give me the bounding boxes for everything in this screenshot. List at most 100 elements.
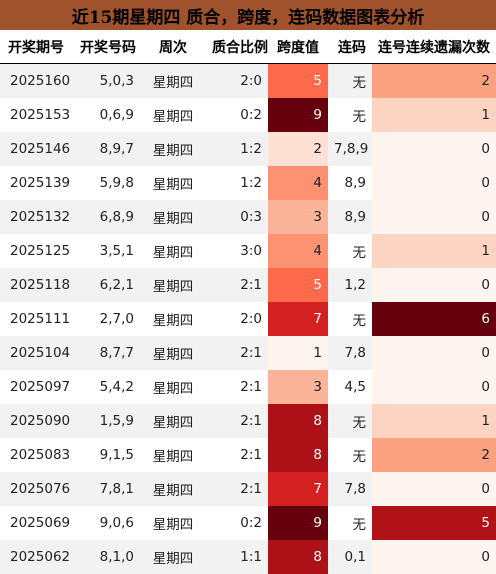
miss-cell: 0 xyxy=(372,268,496,302)
miss-cell: 6 xyxy=(372,302,496,336)
miss-cell: 0 xyxy=(372,200,496,234)
table-row: 2025153 0,6,9 星期四 0:2 9 无 1 xyxy=(0,98,496,132)
week-cell: 星期四 xyxy=(140,302,206,336)
numbers-cell: 9,1,5 xyxy=(74,438,140,472)
table-row: 2025132 6,8,9 星期四 0:3 3 8,9 0 xyxy=(0,200,496,234)
consec-cell: 无 xyxy=(328,404,372,438)
week-cell: 星期四 xyxy=(140,506,206,540)
table-row: 2025069 9,0,6 星期四 0:2 9 无 5 xyxy=(0,506,496,540)
ratio-cell: 1:2 xyxy=(206,132,268,166)
ratio-cell: 2:1 xyxy=(206,438,268,472)
span-cell: 4 xyxy=(268,234,328,268)
numbers-cell: 7,8,1 xyxy=(74,472,140,506)
miss-cell: 0 xyxy=(372,540,496,574)
column-header-span: 跨度值 xyxy=(268,30,328,64)
page-title: 近15期星期四 质合，跨度，连码数据图表分析 xyxy=(0,0,496,30)
ratio-cell: 1:2 xyxy=(206,166,268,200)
issue-cell: 2025083 xyxy=(0,438,74,472)
column-header-week: 周次 xyxy=(140,30,206,64)
week-cell: 星期四 xyxy=(140,166,206,200)
consec-cell: 无 xyxy=(328,438,372,472)
span-cell: 5 xyxy=(268,63,328,98)
issue-cell: 2025139 xyxy=(0,166,74,200)
span-cell: 3 xyxy=(268,370,328,404)
numbers-cell: 0,6,9 xyxy=(74,98,140,132)
span-cell: 8 xyxy=(268,438,328,472)
consec-cell: 1,2 xyxy=(328,268,372,302)
column-header-consec: 连码 xyxy=(328,30,372,64)
span-cell: 7 xyxy=(268,472,328,506)
consec-cell: 无 xyxy=(328,302,372,336)
ratio-cell: 2:0 xyxy=(206,302,268,336)
table-row: 2025125 3,5,1 星期四 3:0 4 无 1 xyxy=(0,234,496,268)
miss-cell: 0 xyxy=(372,166,496,200)
numbers-cell: 5,0,3 xyxy=(74,63,140,98)
miss-cell: 0 xyxy=(372,370,496,404)
consec-cell: 无 xyxy=(328,63,372,98)
numbers-cell: 8,1,0 xyxy=(74,540,140,574)
numbers-cell: 5,4,2 xyxy=(74,370,140,404)
consec-cell: 7,8 xyxy=(328,472,372,506)
numbers-cell: 6,8,9 xyxy=(74,200,140,234)
span-cell: 3 xyxy=(268,200,328,234)
numbers-cell: 3,5,1 xyxy=(74,234,140,268)
span-cell: 9 xyxy=(268,506,328,540)
issue-cell: 2025076 xyxy=(0,472,74,506)
week-cell: 星期四 xyxy=(140,234,206,268)
column-header-miss: 连号连续遗漏次数 xyxy=(372,30,496,64)
consec-cell: 无 xyxy=(328,234,372,268)
consec-cell: 4,5 xyxy=(328,370,372,404)
consec-cell: 8,9 xyxy=(328,166,372,200)
ratio-cell: 2:1 xyxy=(206,472,268,506)
week-cell: 星期四 xyxy=(140,438,206,472)
week-cell: 星期四 xyxy=(140,98,206,132)
issue-cell: 2025111 xyxy=(0,302,74,336)
table-row: 2025139 5,9,8 星期四 1:2 4 8,9 0 xyxy=(0,166,496,200)
numbers-cell: 5,9,8 xyxy=(74,166,140,200)
week-cell: 星期四 xyxy=(140,200,206,234)
week-cell: 星期四 xyxy=(140,404,206,438)
table-body: 2025160 5,0,3 星期四 2:0 5 无 2 2025153 0,6,9 星期四 0:2 9… xyxy=(0,63,496,574)
numbers-cell: 6,2,1 xyxy=(74,268,140,302)
span-cell: 7 xyxy=(268,302,328,336)
issue-cell: 2025097 xyxy=(0,370,74,404)
week-cell: 星期四 xyxy=(140,63,206,98)
ratio-cell: 2:1 xyxy=(206,336,268,370)
issue-cell: 2025125 xyxy=(0,234,74,268)
header-row: 开奖期号 开奖号码 周次 质合比例 跨度值 连码 连号连续遗漏次数 xyxy=(0,30,496,64)
span-cell: 4 xyxy=(268,166,328,200)
week-cell: 星期四 xyxy=(140,132,206,166)
span-cell: 2 xyxy=(268,132,328,166)
miss-cell: 0 xyxy=(372,132,496,166)
ratio-cell: 2:0 xyxy=(206,63,268,98)
table-row: 2025104 8,7,7 星期四 2:1 1 7,8 0 xyxy=(0,336,496,370)
table-row: 2025111 2,7,0 星期四 2:0 7 无 6 xyxy=(0,302,496,336)
issue-cell: 2025062 xyxy=(0,540,74,574)
issue-cell: 2025146 xyxy=(0,132,74,166)
table-row: 2025097 5,4,2 星期四 2:1 3 4,5 0 xyxy=(0,370,496,404)
table-row: 2025160 5,0,3 星期四 2:0 5 无 2 xyxy=(0,63,496,98)
consec-cell: 无 xyxy=(328,98,372,132)
span-cell: 1 xyxy=(268,336,328,370)
miss-cell: 1 xyxy=(372,234,496,268)
consec-cell: 7,8 xyxy=(328,336,372,370)
miss-cell: 2 xyxy=(372,438,496,472)
numbers-cell: 9,0,6 xyxy=(74,506,140,540)
column-header-numbers: 开奖号码 xyxy=(74,30,140,64)
issue-cell: 2025090 xyxy=(0,404,74,438)
miss-cell: 0 xyxy=(372,472,496,506)
issue-cell: 2025153 xyxy=(0,98,74,132)
issue-cell: 2025069 xyxy=(0,506,74,540)
ratio-cell: 0:2 xyxy=(206,506,268,540)
consec-cell: 7,8,9 xyxy=(328,132,372,166)
numbers-cell: 8,7,7 xyxy=(74,336,140,370)
numbers-cell: 1,5,9 xyxy=(74,404,140,438)
ratio-cell: 0:2 xyxy=(206,98,268,132)
week-cell: 星期四 xyxy=(140,336,206,370)
week-cell: 星期四 xyxy=(140,540,206,574)
span-cell: 8 xyxy=(268,540,328,574)
numbers-cell: 8,9,7 xyxy=(74,132,140,166)
week-cell: 星期四 xyxy=(140,268,206,302)
consec-cell: 8,9 xyxy=(328,200,372,234)
miss-cell: 1 xyxy=(372,98,496,132)
